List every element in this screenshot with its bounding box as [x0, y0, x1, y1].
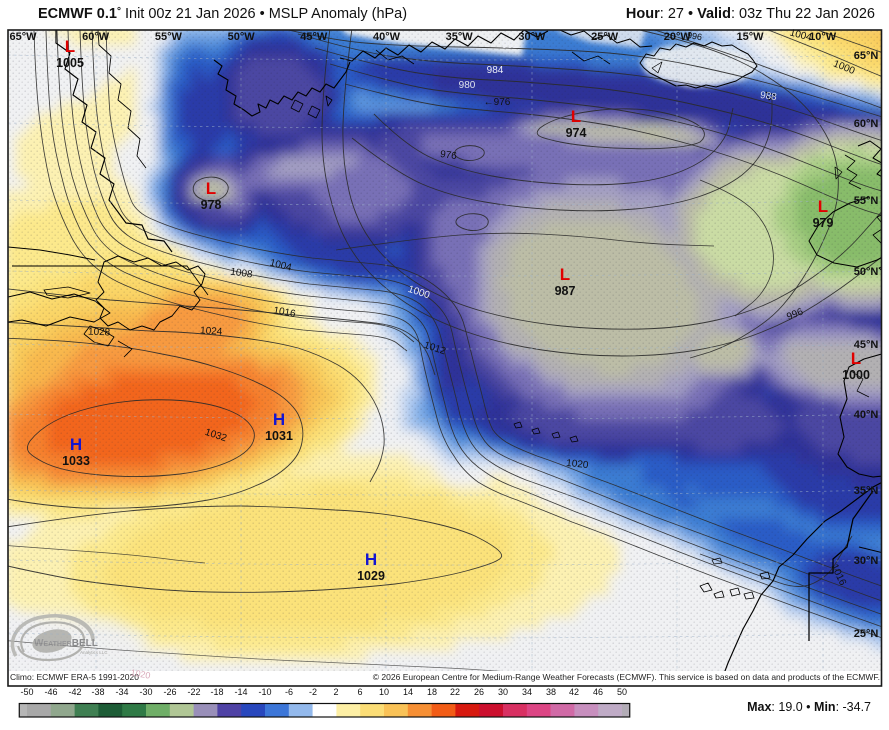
svg-text:1005: 1005 [56, 56, 84, 70]
svg-text:Analytics LLC: Analytics LLC [80, 650, 108, 655]
svg-text:992: 992 [502, 40, 519, 51]
svg-text:L: L [560, 265, 570, 284]
svg-text:60°W: 60°W [82, 31, 110, 43]
svg-text:976: 976 [439, 149, 457, 162]
svg-text:979: 979 [813, 216, 834, 230]
svg-text:1028: 1028 [88, 327, 111, 339]
svg-text:1008: 1008 [230, 267, 254, 281]
svg-text:45°N: 45°N [854, 339, 879, 351]
svg-text:30°W: 30°W [518, 31, 546, 43]
svg-text:15°W: 15°W [736, 31, 764, 43]
svg-text:65°W: 65°W [9, 31, 37, 43]
svg-text:974: 974 [566, 126, 587, 140]
svg-text:H: H [70, 435, 82, 454]
svg-text:45°W: 45°W [300, 31, 328, 43]
svg-text:L: L [206, 179, 216, 198]
svg-text:996: 996 [686, 30, 703, 42]
svg-text:987: 987 [555, 284, 576, 298]
svg-text:978: 978 [201, 198, 222, 212]
svg-text:L: L [65, 37, 75, 56]
svg-text:H: H [273, 410, 285, 429]
svg-text:1033: 1033 [62, 454, 90, 468]
svg-text:980: 980 [459, 80, 476, 91]
svg-text:25°N: 25°N [854, 628, 879, 640]
svg-text:←976: ←976 [484, 97, 511, 108]
svg-text:WEATHERBELL: WEATHERBELL [34, 638, 98, 649]
svg-text:10°W: 10°W [809, 31, 837, 43]
svg-text:60°N: 60°N [854, 118, 879, 130]
svg-text:L: L [851, 349, 861, 368]
svg-text:35°N: 35°N [854, 485, 879, 497]
svg-text:50°W: 50°W [228, 31, 256, 43]
svg-text:984: 984 [487, 65, 504, 76]
svg-text:1004: 1004 [268, 258, 293, 274]
svg-text:65°N: 65°N [854, 50, 879, 62]
svg-text:1020: 1020 [130, 667, 151, 680]
svg-text:40°N: 40°N [854, 409, 879, 421]
svg-text:55°N: 55°N [854, 195, 879, 207]
svg-text:1024: 1024 [200, 325, 223, 338]
svg-text:1031: 1031 [265, 429, 293, 443]
svg-text:50°N: 50°N [854, 266, 879, 278]
svg-text:988: 988 [759, 90, 777, 103]
svg-text:20°W: 20°W [664, 31, 692, 43]
svg-text:1029: 1029 [357, 569, 385, 583]
svg-text:35°W: 35°W [446, 31, 474, 43]
svg-text:40°W: 40°W [373, 31, 401, 43]
svg-text:25°W: 25°W [591, 31, 619, 43]
svg-text:L: L [818, 197, 828, 216]
svg-text:1000: 1000 [842, 368, 870, 382]
svg-text:1016: 1016 [273, 305, 297, 320]
svg-text:1020: 1020 [566, 458, 590, 471]
svg-text:L: L [571, 107, 581, 126]
svg-text:30°N: 30°N [854, 555, 879, 567]
svg-text:H: H [365, 550, 377, 569]
svg-text:1004: 1004 [788, 28, 813, 44]
svg-text:55°W: 55°W [155, 31, 183, 43]
